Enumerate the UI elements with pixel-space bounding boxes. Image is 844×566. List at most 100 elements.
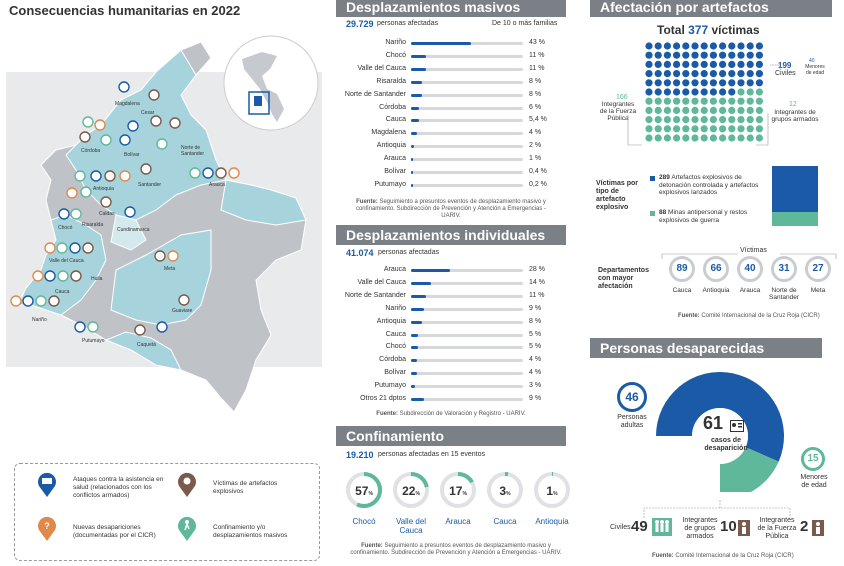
waffle-dot: [719, 125, 727, 133]
masivos-row-value: 4 %: [529, 129, 542, 137]
individuales-bar: [411, 385, 416, 389]
masivos-row-value: 2 %: [529, 142, 542, 150]
dept-circle: 66: [703, 256, 729, 282]
waffle-dot: [737, 88, 745, 96]
waffle-dot: [719, 116, 727, 124]
id-card-icon: [730, 420, 744, 432]
waffle-dot: [737, 97, 745, 105]
menores-label: Menores de edad: [805, 64, 825, 76]
dept-circle: 31: [771, 256, 797, 282]
masivos-bar: [411, 80, 423, 84]
waffle-dot: [645, 88, 653, 96]
individuales-bar-chart: Arauca 28 % Valle del Cauca 14 % Norte de Sa…: [336, 264, 566, 408]
individuales-row-label: Valle del Cauca: [357, 278, 406, 286]
confinamiento-donut-arc: [440, 472, 476, 508]
waffle-dot: [728, 134, 736, 142]
waffle-dot: [663, 125, 671, 133]
waffle-dot: [755, 42, 763, 50]
explosion-icon: [178, 472, 196, 497]
masivos-bar-track: [411, 145, 523, 149]
individuales-bar: [411, 307, 424, 311]
masivos-row-label: Bolívar: [384, 168, 406, 175]
individuales-bar-track: [411, 320, 523, 324]
waffle-dot: [755, 125, 763, 133]
masivos-row-label: Risaralda: [376, 77, 406, 85]
waffle-dot: [709, 51, 717, 59]
individuales-row-label: Arauca: [383, 266, 406, 273]
masivos-row-label: Antioquia: [376, 142, 406, 150]
desaparecidas-header: Personas desaparecidas: [590, 338, 822, 358]
waffle-dot: [719, 70, 727, 78]
individuales-row: Antioquia 8 %: [336, 316, 566, 328]
map-title: Consecuencias humanitarias en 2022: [9, 3, 241, 18]
individuales-row-value: 11 %: [529, 291, 545, 299]
masivos-row-label: Nariño: [385, 39, 406, 46]
confinamiento-total-label: personas afectadas en 15 eventos: [378, 451, 486, 458]
masivos-bar: [411, 132, 417, 136]
region-label-huila: Huila: [91, 276, 103, 282]
waffle-dot: [709, 79, 717, 87]
masivos-row-value: 11 %: [529, 51, 545, 59]
waffle-dot: [663, 88, 671, 96]
civiles-count: 199: [778, 61, 792, 70]
individuales-row-label: Otros 21 dptos: [360, 395, 406, 402]
individuales-bar: [411, 320, 423, 324]
waffle-dot: [737, 79, 745, 87]
masivos-row: Córdoba 6 %: [336, 102, 566, 114]
individuales-total: 41.074: [346, 248, 374, 258]
waffle-dot: [737, 106, 745, 114]
waffle-dot: [663, 51, 671, 59]
region-label-antioquia: Antioquia: [93, 186, 114, 192]
desap-civiles-label: Civiles: [610, 524, 631, 531]
dept-circle: 89: [669, 256, 695, 282]
individuales-row: Otros 21 dptos 9 %: [336, 393, 566, 405]
waffle-dot: [719, 51, 727, 59]
individuales-row: Nariño 9 %: [336, 303, 566, 315]
masivos-row-label: Valle del Cauca: [357, 64, 406, 72]
waffle-dot: [645, 51, 653, 59]
legend-item-victimas: Víctimas de artefactos explosivos: [213, 480, 278, 495]
masivos-row-label: Córdoba: [379, 103, 406, 111]
masivos-total-label: personas afectadas: [377, 20, 439, 27]
individuales-row-label: Antioquia: [376, 317, 406, 325]
waffle-dot: [700, 97, 708, 105]
individuales-row-value: 4 %: [529, 356, 542, 364]
waffle-dot: [700, 79, 708, 87]
individuales-row-label: Norte de Santander: [344, 291, 406, 299]
legend-item-desapariciones: Nuevas desapariciones (documentadas por …: [73, 524, 156, 539]
waffle-dot: [654, 88, 662, 96]
waffle-dot: [673, 134, 681, 142]
menores-circle: 15: [801, 447, 825, 471]
waffle-dot: [728, 125, 736, 133]
individuales-row: Cauca 5 %: [336, 329, 566, 341]
waffle-dot: [663, 97, 671, 105]
dept-label: Cauca: [672, 287, 692, 294]
dept-title: Departamentos con mayor afectación: [598, 267, 649, 290]
waffle-dot: [746, 88, 754, 96]
waffle-dot: [682, 88, 690, 96]
waffle-dot: [682, 97, 690, 105]
individuales-bar: [411, 372, 417, 376]
waffle-dot: [645, 42, 653, 50]
waffle-dot: [673, 97, 681, 105]
waffle-dot: [645, 70, 653, 78]
masivos-row-value: 8 %: [529, 90, 542, 98]
waffle-dot: [691, 88, 699, 96]
waffle-dot: [682, 60, 690, 68]
individuales-bar-track: [411, 346, 523, 350]
confinamiento-donut-row: 57% Chocó 22% Valle del Cauca 17% Arauca 3% Cau…: [336, 470, 572, 540]
tipo2-swatch: [650, 211, 655, 216]
waffle-dot: [654, 60, 662, 68]
waffle-dot: [663, 42, 671, 50]
individuales-bar: [411, 269, 451, 272]
region-label-valle: Valle del Cauca: [49, 258, 84, 264]
masivos-row-label: Chocó: [385, 51, 406, 59]
masivos-bar: [411, 171, 413, 174]
individuales-bar-track: [411, 359, 523, 363]
masivos-bar: [411, 106, 420, 110]
waffle-dot: [654, 51, 662, 59]
masivos-row-label: Cauca: [385, 116, 406, 124]
waffle-dot: [691, 106, 699, 114]
waffle-dot: [654, 70, 662, 78]
waffle-dot: [728, 42, 736, 50]
